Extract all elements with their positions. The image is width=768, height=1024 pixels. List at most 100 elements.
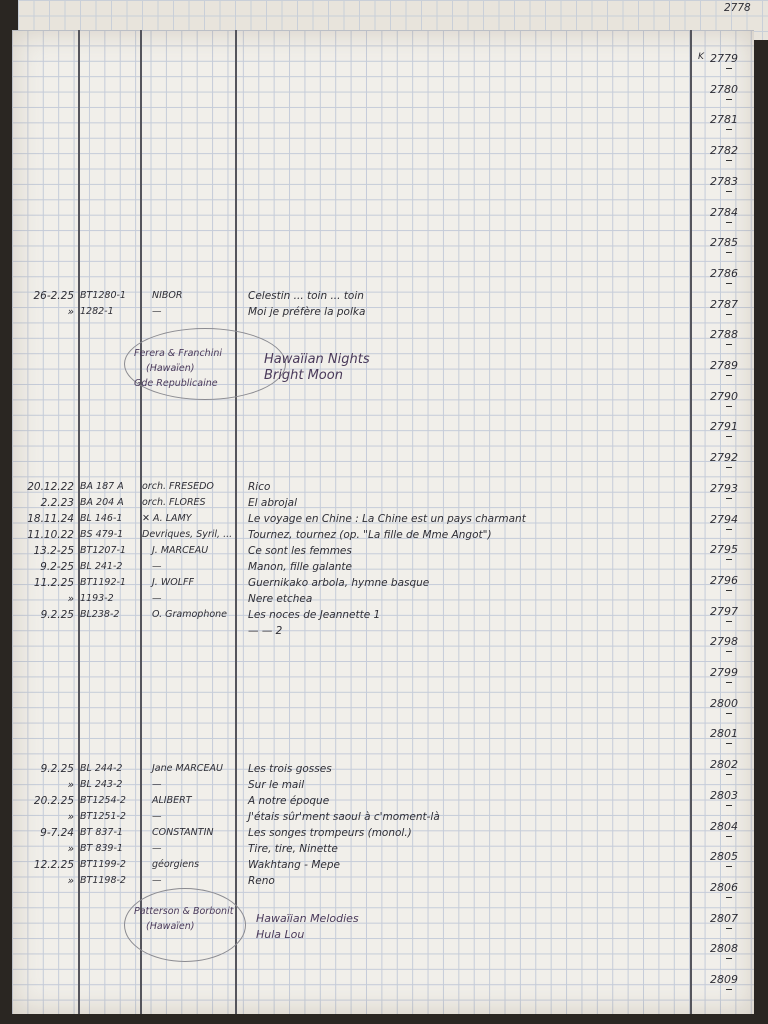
- circled-note: [124, 328, 286, 400]
- entry-title: Tire, tire, Ninette: [248, 843, 338, 855]
- line-number: 2800: [710, 696, 738, 714]
- entry-title: Wakhtang - Mepe: [248, 859, 340, 871]
- line-number: 2796: [710, 573, 738, 591]
- entry-date: 20.12.22: [27, 481, 74, 493]
- entry-catalog-ref: BA 187 A: [80, 481, 124, 492]
- entry-artist: —: [152, 306, 162, 317]
- entry-artist: —: [152, 811, 162, 822]
- line-number: 2807: [710, 911, 738, 929]
- entry-date: 11.10.22: [27, 529, 74, 541]
- column-divider: [235, 30, 237, 1014]
- entry-catalog-ref: BT 839-1: [80, 843, 123, 854]
- entry-catalog-ref: 1282-1: [80, 306, 114, 317]
- entry-artist: —: [152, 779, 162, 790]
- entry-date: 26-2.25: [33, 290, 74, 302]
- entry-title: Tournez, tournez (op. "La fille de Mme A…: [248, 529, 492, 541]
- entry-catalog-ref: BT1192-1: [80, 577, 126, 588]
- line-number: 2806: [710, 880, 738, 898]
- entry-date: »: [67, 306, 74, 318]
- entry-artist: Devriques, Syril, ...: [142, 529, 233, 540]
- circled-note: [124, 888, 246, 962]
- entry-artist: —: [152, 593, 162, 604]
- line-number: 2788: [710, 328, 738, 346]
- entry-date: »: [67, 593, 74, 605]
- entry-title: Manon, fille galante: [248, 561, 353, 573]
- entry-date: 18.11.24: [27, 513, 74, 525]
- line-number: 2784: [710, 205, 738, 223]
- entry-catalog-ref: BT1198-2: [80, 875, 126, 886]
- circled-artist: Patterson & Borbonit: [134, 906, 234, 917]
- entry-date: 9-7.24: [40, 827, 74, 839]
- entry-title: El abrojal: [248, 497, 297, 509]
- line-number: 2803: [710, 788, 738, 806]
- line-number: 2808: [710, 942, 738, 960]
- circled-artist: (Hawaïen): [146, 921, 195, 932]
- entry-artist: J. WOLFF: [152, 577, 194, 588]
- entry-catalog-ref: BL 243-2: [80, 779, 123, 790]
- entry-title: Celestin ... toin ... toin: [248, 290, 364, 302]
- line-number: 2791: [710, 420, 738, 438]
- line-number: 2795: [710, 543, 738, 561]
- line-number: 2783: [710, 174, 738, 192]
- entry-date: 2.2.23: [40, 497, 74, 509]
- line-number: 2787: [710, 297, 738, 315]
- column-divider: [78, 30, 80, 1014]
- line-number: 2794: [710, 512, 738, 530]
- line-number: 2786: [710, 266, 738, 284]
- entry-date: 20.2.25: [33, 795, 74, 807]
- line-number: 2799: [710, 666, 738, 683]
- entry-artist: Jane MARCEAU: [152, 763, 223, 774]
- line-number: 2801: [710, 727, 738, 745]
- line-number: 2802: [710, 758, 738, 776]
- entry-catalog-ref: BA 204 A: [80, 497, 124, 508]
- entry-date: »: [67, 811, 74, 823]
- entry-artist: NIBOR: [152, 290, 183, 301]
- circled-artist: (Hawaïen): [146, 363, 195, 374]
- column-divider: [140, 30, 142, 1014]
- entry-title: Les trois gosses: [248, 763, 332, 775]
- entry-artist: orch. FLORES: [142, 497, 206, 508]
- circled-title: Bright Moon: [264, 368, 343, 383]
- line-number: 2781: [710, 113, 738, 131]
- entry-title: Rico: [248, 481, 271, 493]
- entry-title: Le voyage en Chine : La Chine est un pay…: [248, 513, 526, 525]
- line-number: 2797: [710, 604, 738, 622]
- entry-artist: —: [152, 561, 162, 572]
- entry-title: Les songes trompeurs (monol.): [248, 827, 412, 839]
- margin-line: [690, 30, 692, 1014]
- entry-catalog-ref: BT1254-2: [80, 795, 126, 806]
- line-number: 2779: [710, 52, 738, 69]
- entry-date: 9.2-25: [40, 561, 74, 573]
- entry-artist: ALIBERT: [152, 795, 192, 806]
- entry-artist: ✕ A. LAMY: [142, 513, 192, 524]
- line-number: 2805: [710, 850, 738, 868]
- entry-title: Ce sont les femmes: [248, 545, 352, 557]
- line-number: 2785: [710, 236, 738, 254]
- ledger-page: K 2779 2780 2781 2782 2783 2784 2785 2786 2787 27…: [12, 30, 754, 1014]
- line-number: 2792: [710, 451, 738, 469]
- entry-date: 9.2.25: [40, 609, 74, 621]
- line-number: 2782: [710, 144, 738, 162]
- entry-catalog-ref: BL 244-2: [80, 763, 123, 774]
- entry-title: Moi je préfère la polka: [248, 306, 366, 318]
- entry-date: 12.2.25: [33, 859, 74, 871]
- circled-title: Hawaïian Melodies: [256, 912, 359, 925]
- line-number: 2789: [710, 359, 738, 376]
- circled-artist: Ferera & Franchini: [134, 348, 222, 359]
- line-number: 2798: [710, 635, 738, 653]
- entry-catalog-ref: BT 837-1: [80, 827, 123, 838]
- entry-title: Reno: [248, 875, 275, 887]
- line-number: 2793: [710, 481, 738, 499]
- circled-title: Hula Lou: [256, 928, 305, 941]
- entry-catalog-ref: BL 241-2: [80, 561, 123, 572]
- entry-date: 9.2.25: [40, 763, 74, 775]
- entry-title: Nere etchea: [248, 593, 313, 605]
- entry-catalog-ref: BT1280-1: [80, 290, 126, 301]
- entry-title: A notre époque: [248, 795, 330, 807]
- entry-catalog-ref: BL238-2: [80, 609, 120, 620]
- entry-artist: orch. FRESEDO: [142, 481, 214, 492]
- entry-title: J'étais sûr'ment saoul à c'moment-là: [248, 811, 440, 823]
- entry-catalog-ref: BT1251-2: [80, 811, 126, 822]
- entry-title: — — 2: [248, 625, 283, 637]
- entry-date: 13.2-25: [33, 545, 74, 557]
